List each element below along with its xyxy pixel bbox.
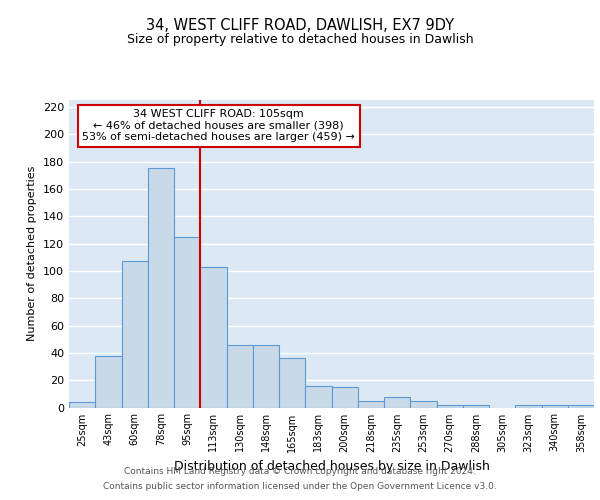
Bar	[279, 358, 305, 408]
Bar	[437, 405, 463, 407]
Bar	[227, 344, 253, 408]
Bar	[69, 402, 95, 407]
Bar	[384, 396, 410, 407]
Text: Size of property relative to detached houses in Dawlish: Size of property relative to detached ho…	[127, 32, 473, 46]
Y-axis label: Number of detached properties: Number of detached properties	[28, 166, 37, 342]
Bar	[148, 168, 174, 408]
Text: 34 WEST CLIFF ROAD: 105sqm
← 46% of detached houses are smaller (398)
53% of sem: 34 WEST CLIFF ROAD: 105sqm ← 46% of deta…	[82, 109, 355, 142]
Bar	[174, 236, 200, 408]
Bar	[95, 356, 121, 408]
Bar	[121, 262, 148, 408]
Bar	[568, 405, 594, 407]
Bar	[305, 386, 331, 407]
Bar	[542, 405, 568, 407]
Bar	[463, 405, 489, 407]
Bar	[253, 344, 279, 408]
Text: Contains HM Land Registry data © Crown copyright and database right 2024.: Contains HM Land Registry data © Crown c…	[124, 467, 476, 476]
Bar	[410, 400, 437, 407]
Bar	[331, 387, 358, 407]
Bar	[515, 405, 542, 407]
Text: 34, WEST CLIFF ROAD, DAWLISH, EX7 9DY: 34, WEST CLIFF ROAD, DAWLISH, EX7 9DY	[146, 18, 454, 32]
Bar	[200, 266, 227, 408]
Text: Contains public sector information licensed under the Open Government Licence v3: Contains public sector information licen…	[103, 482, 497, 491]
Bar	[358, 400, 384, 407]
X-axis label: Distribution of detached houses by size in Dawlish: Distribution of detached houses by size …	[173, 460, 490, 473]
